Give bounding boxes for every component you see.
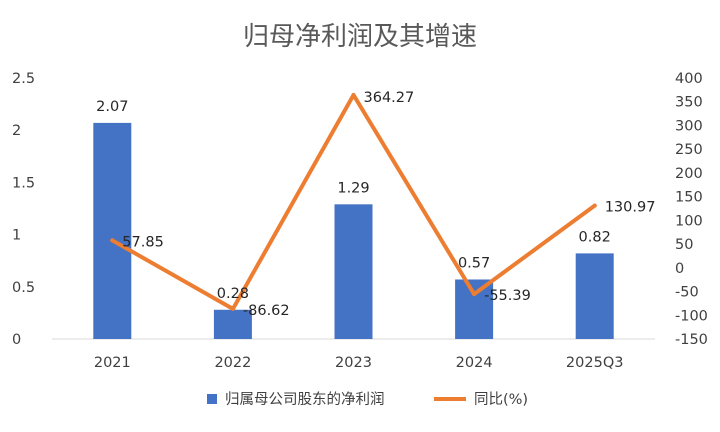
x-tick-label: 2025Q3 bbox=[566, 355, 624, 371]
x-tick-label: 2024 bbox=[456, 355, 493, 371]
right-tick-label: -100 bbox=[675, 308, 708, 324]
left-tick-label: 1.5 bbox=[12, 175, 35, 191]
line-data-label: -86.62 bbox=[243, 303, 290, 319]
line-data-label: -55.39 bbox=[484, 288, 531, 304]
line-data-label: 364.27 bbox=[364, 90, 415, 106]
data-labels: 2.07 0.28 1.29 0.57 0.82 57.85 -86.62 364.27 -55… bbox=[96, 90, 655, 319]
legend-label-line: 同比(%) bbox=[474, 391, 528, 408]
right-tick-label: -50 bbox=[675, 285, 699, 301]
legend-swatch-bar bbox=[207, 394, 217, 404]
left-tick-label: 0.5 bbox=[12, 280, 35, 296]
legend: 归属母公司股东的净利润 同比(%) bbox=[207, 391, 528, 408]
bar bbox=[213, 309, 252, 339]
line-point bbox=[230, 306, 235, 311]
line-point bbox=[110, 238, 115, 243]
bar-data-label: 2.07 bbox=[96, 99, 128, 115]
line-point bbox=[351, 92, 356, 97]
left-tick-label: 0 bbox=[12, 332, 21, 348]
legend-label-bar: 归属母公司股东的净利润 bbox=[225, 391, 385, 408]
bar bbox=[334, 204, 373, 339]
left-tick-label: 1 bbox=[12, 228, 21, 244]
right-tick-label: 100 bbox=[675, 213, 703, 229]
left-tick-label: 2.5 bbox=[12, 71, 35, 87]
bar-data-label: 1.29 bbox=[337, 180, 369, 196]
right-tick-label: 200 bbox=[675, 166, 703, 182]
right-tick-label: 250 bbox=[675, 142, 703, 158]
right-tick-label: 350 bbox=[675, 95, 703, 111]
left-axis-ticks: 0 0.5 1 1.5 2 2.5 bbox=[12, 71, 35, 348]
right-tick-label: 150 bbox=[675, 190, 703, 206]
line-data-label: 130.97 bbox=[605, 200, 656, 216]
bar-data-label: 0.82 bbox=[579, 229, 611, 245]
chart-title: 归母净利润及其增速 bbox=[243, 22, 477, 52]
right-tick-label: 300 bbox=[675, 118, 703, 134]
bar bbox=[575, 253, 614, 339]
line-data-label: 57.85 bbox=[122, 234, 164, 250]
line-point bbox=[472, 292, 477, 297]
right-tick-label: 50 bbox=[675, 237, 693, 253]
bar-data-label: 0.57 bbox=[458, 255, 490, 271]
bar bbox=[455, 279, 494, 339]
right-tick-label: 400 bbox=[675, 71, 703, 87]
bar-data-label: 0.28 bbox=[217, 286, 249, 302]
x-tick-label: 2021 bbox=[94, 355, 131, 371]
right-tick-label: 0 bbox=[675, 261, 684, 277]
x-tick-label: 2023 bbox=[335, 355, 372, 371]
right-axis-ticks: -150 -100 -50 0 50 100 150 200 250 300 350 400 bbox=[675, 71, 708, 348]
x-axis-ticks: 2021 2022 2023 2024 2025Q3 bbox=[94, 355, 624, 371]
line-series bbox=[110, 92, 597, 311]
bar-series bbox=[93, 122, 614, 339]
line-point bbox=[592, 203, 597, 208]
right-tick-label: -150 bbox=[675, 332, 708, 348]
left-tick-label: 2 bbox=[12, 123, 21, 139]
bar bbox=[93, 122, 132, 339]
x-tick-label: 2022 bbox=[214, 355, 251, 371]
